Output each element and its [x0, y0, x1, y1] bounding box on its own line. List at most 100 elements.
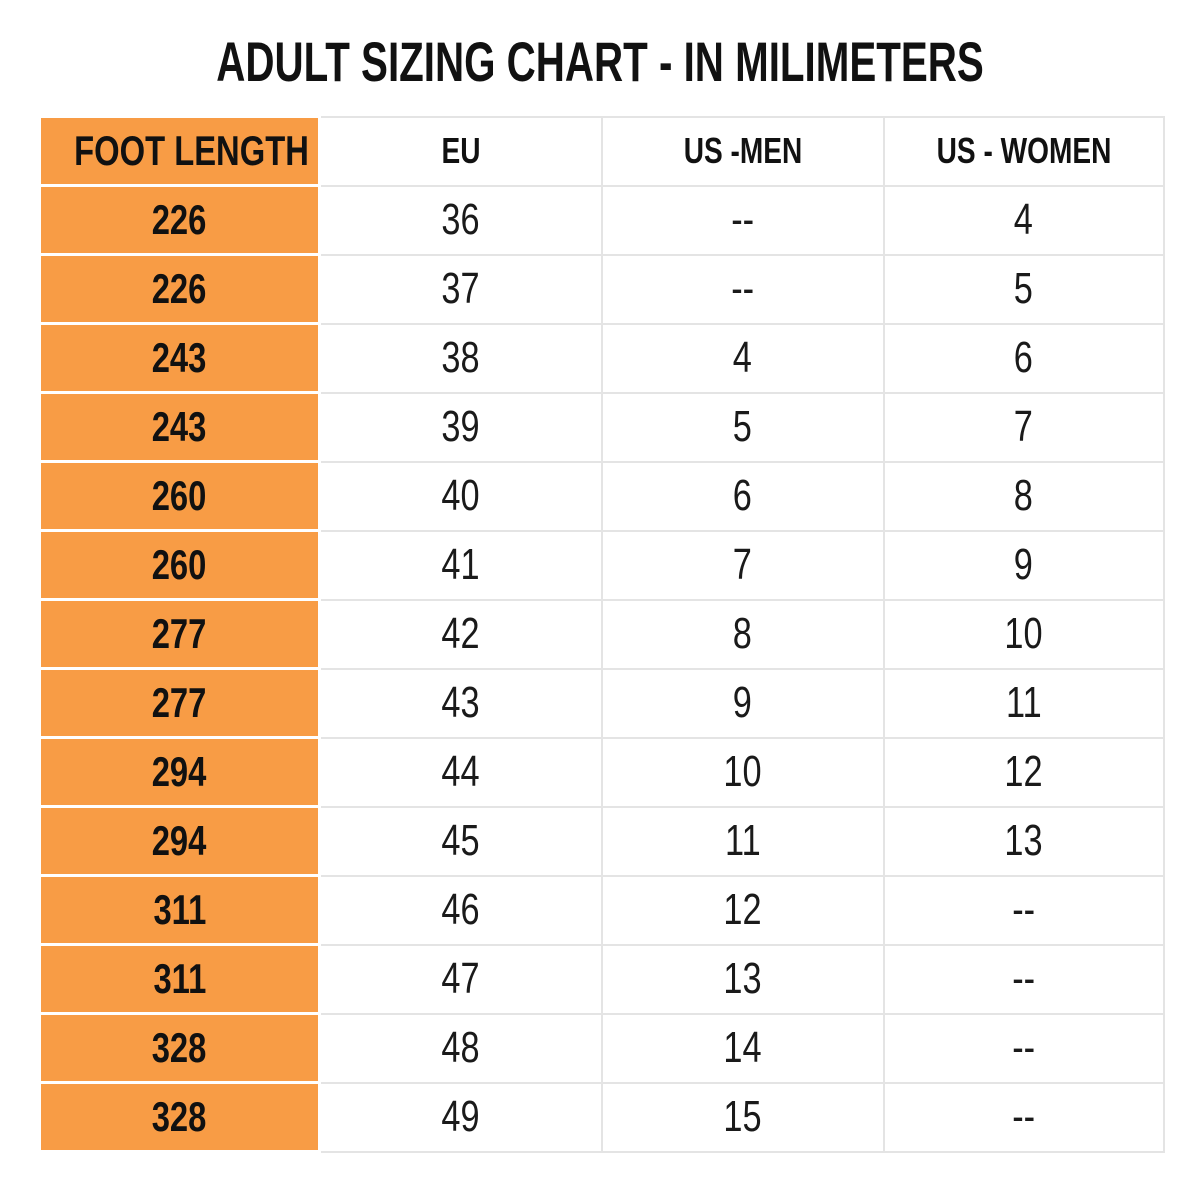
cell-value: 10 [723, 747, 762, 796]
table-row: 226 36 -- 4 [38, 184, 1165, 256]
cell-value: -- [731, 264, 754, 313]
cell-value: 243 [152, 403, 207, 450]
foot-length-cell: 328 [38, 1081, 321, 1153]
sizing-table: FOOT LENGTH EU US -MEN US - WOMEN 226 36… [38, 115, 1165, 1153]
cell-value: 243 [152, 334, 207, 381]
cell-value: 311 [153, 955, 206, 1002]
us-men-cell: 11 [600, 805, 885, 877]
cell-value: -- [1012, 954, 1035, 1003]
table-row: 277 43 9 11 [38, 667, 1165, 739]
table-row: 226 37 -- 5 [38, 253, 1165, 325]
foot-length-cell: 328 [38, 1012, 321, 1084]
cell-value: 44 [441, 747, 480, 796]
us-women-cell: 12 [882, 736, 1165, 808]
cell-value: 226 [152, 196, 207, 243]
eu-cell: 46 [318, 874, 603, 946]
us-men-cell: 5 [600, 391, 885, 463]
foot-length-cell: 277 [38, 667, 321, 739]
header-us-men: US -MEN [600, 115, 885, 187]
us-women-cell: 6 [882, 322, 1165, 394]
cell-value: 226 [152, 265, 207, 312]
table-row: 260 41 7 9 [38, 529, 1165, 601]
cell-value: 277 [152, 610, 207, 657]
header-eu: EU [318, 115, 603, 187]
foot-length-cell: 243 [38, 322, 321, 394]
foot-length-cell: 311 [38, 943, 321, 1015]
us-men-cell: 10 [600, 736, 885, 808]
cell-value: 49 [441, 1092, 480, 1141]
cell-value: 5 [732, 402, 753, 451]
foot-length-cell: 243 [38, 391, 321, 463]
cell-value: 4 [732, 333, 753, 382]
cell-value: 48 [441, 1023, 480, 1072]
eu-cell: 39 [318, 391, 603, 463]
foot-length-cell: 260 [38, 529, 321, 601]
cell-value: 14 [723, 1023, 762, 1072]
cell-value: 45 [441, 816, 480, 865]
cell-value: 6 [1013, 333, 1034, 382]
us-women-cell: 8 [882, 460, 1165, 532]
table-row: 311 47 13 -- [38, 943, 1165, 1015]
cell-value: 13 [723, 954, 762, 1003]
chart-title-wrap: ADULT SIZING CHART - IN MILIMETERS [0, 0, 1200, 90]
cell-value: 36 [441, 195, 480, 244]
cell-value: 43 [441, 678, 480, 727]
cell-value: 15 [723, 1092, 762, 1141]
cell-value: 260 [152, 541, 207, 588]
cell-value: 260 [152, 472, 207, 519]
cell-value: 41 [441, 540, 480, 589]
cell-value: 12 [723, 885, 762, 934]
us-women-cell: 11 [882, 667, 1165, 739]
cell-value: 11 [724, 816, 761, 865]
cell-value: 328 [152, 1024, 207, 1071]
cell-value: 37 [441, 264, 480, 313]
us-men-cell: 14 [600, 1012, 885, 1084]
foot-length-cell: 226 [38, 253, 321, 325]
foot-length-cell: 311 [38, 874, 321, 946]
eu-cell: 47 [318, 943, 603, 1015]
eu-cell: 43 [318, 667, 603, 739]
cell-value: 38 [441, 333, 480, 382]
eu-cell: 38 [318, 322, 603, 394]
cell-value: 294 [152, 748, 207, 795]
foot-length-cell: 294 [38, 805, 321, 877]
cell-value: 7 [1013, 402, 1034, 451]
cell-value: 277 [152, 679, 207, 726]
cell-value: 6 [732, 471, 753, 520]
us-men-cell: 7 [600, 529, 885, 601]
cell-value: -- [1012, 1023, 1035, 1072]
cell-value: 12 [1004, 747, 1043, 796]
us-men-cell: -- [600, 184, 885, 256]
table-row: 328 48 14 -- [38, 1012, 1165, 1084]
header-foot-length-label: FOOT LENGTH [74, 127, 309, 174]
cell-value: 9 [732, 678, 753, 727]
table-row: 294 45 11 13 [38, 805, 1165, 877]
cell-value: 8 [732, 609, 753, 658]
foot-length-cell: 226 [38, 184, 321, 256]
cell-value: 294 [152, 817, 207, 864]
cell-value: 42 [441, 609, 480, 658]
foot-length-cell: 277 [38, 598, 321, 670]
eu-cell: 42 [318, 598, 603, 670]
table-row: 277 42 8 10 [38, 598, 1165, 670]
cell-value: 7 [732, 540, 753, 589]
header-us-men-label: US -MEN [683, 130, 802, 171]
eu-cell: 37 [318, 253, 603, 325]
us-men-cell: 4 [600, 322, 885, 394]
cell-value: 11 [1005, 678, 1042, 727]
eu-cell: 40 [318, 460, 603, 532]
us-women-cell: -- [882, 874, 1165, 946]
cell-value: -- [731, 195, 754, 244]
table-row: 311 46 12 -- [38, 874, 1165, 946]
us-women-cell: -- [882, 943, 1165, 1015]
us-men-cell: 15 [600, 1081, 885, 1153]
us-men-cell: 13 [600, 943, 885, 1015]
us-women-cell: -- [882, 1081, 1165, 1153]
us-men-cell: 6 [600, 460, 885, 532]
eu-cell: 49 [318, 1081, 603, 1153]
us-women-cell: 7 [882, 391, 1165, 463]
cell-value: 46 [441, 885, 480, 934]
header-row: FOOT LENGTH EU US -MEN US - WOMEN [38, 115, 1165, 187]
cell-value: 40 [441, 471, 480, 520]
eu-cell: 45 [318, 805, 603, 877]
